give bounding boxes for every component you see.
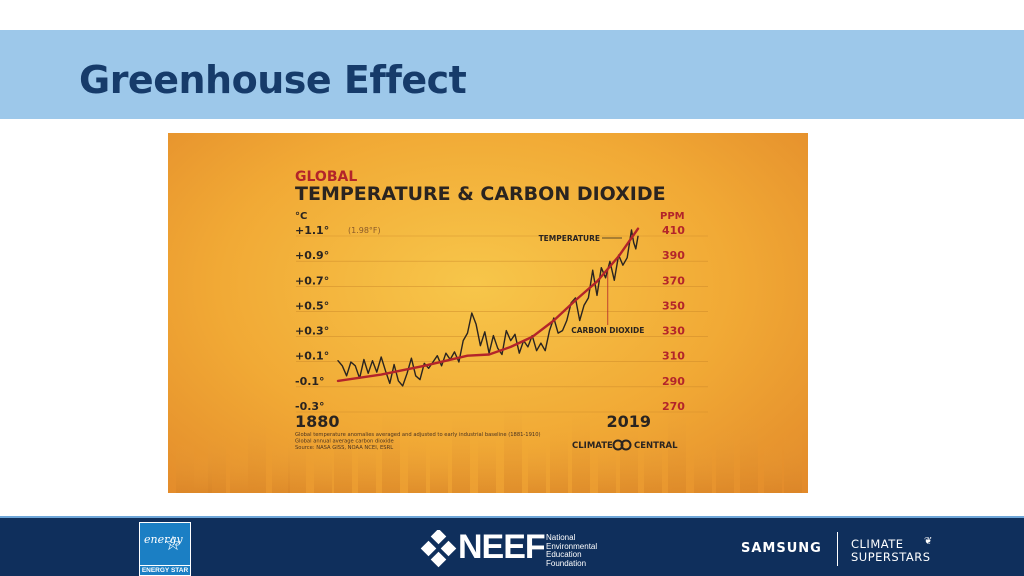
skyline-building (334, 425, 352, 493)
climate-superstars-line-2: SUPERSTARS (851, 550, 931, 564)
skyline-building (528, 443, 546, 493)
skyline-building (716, 429, 734, 493)
chart-note: Global temperature anomalies averaged an… (295, 432, 541, 438)
energy-star-script: energy (144, 533, 183, 546)
chart-note: Source: NASA GISS, NOAA NCEI, ESRL (295, 445, 393, 451)
skyline-building (176, 443, 194, 493)
skyline-building (452, 415, 470, 493)
brand-ring-icon (620, 439, 632, 451)
left-tick-label: +0.1° (295, 350, 329, 363)
temperature-series-label: TEMPERATURE (539, 234, 600, 243)
neef-sub-line: Environmental (546, 541, 598, 551)
chart-ticks: °C PPM +1.1° +0.9° +0.7° +0.5° +0.3° +0.1° -0.1°… (295, 211, 685, 413)
left-tick-label: -0.1° (295, 375, 325, 388)
leaf-icon: ❦ (924, 536, 933, 547)
left-axis-note: (1.98°F) (348, 226, 381, 235)
chart-subtitle: GLOBAL (295, 169, 357, 185)
skyline-silhouette (176, 403, 802, 493)
skyline-building (550, 429, 568, 493)
skyline-building (784, 433, 802, 493)
neef-sub-line: Education (546, 550, 582, 559)
footer-divider (837, 532, 838, 566)
skyline-building (620, 423, 638, 493)
skyline-building (208, 433, 226, 493)
skyline-building (740, 415, 758, 493)
skyline-building (572, 413, 590, 493)
neef-sub-line: Foundation (546, 558, 587, 568)
carbon-dioxide-line (336, 227, 640, 383)
slide-title: Greenhouse Effect (79, 58, 467, 102)
chart-svg: °C PPM +1.1° +0.9° +0.7° +0.5° +0.3° +0.1° -0.1°… (168, 133, 802, 493)
x-start-label: 1880 (295, 412, 340, 431)
skyline-building (644, 437, 662, 493)
right-axis-unit: PPM (660, 211, 685, 222)
climate-superstars-line-1: CLIMATE (851, 537, 904, 551)
skyline-building (668, 407, 686, 493)
left-tick-label: +1.1° (295, 224, 329, 237)
right-tick-label: 290 (662, 375, 685, 388)
right-tick-label: 270 (662, 400, 685, 413)
right-tick-label: 330 (662, 325, 685, 338)
chart-panel: °C PPM +1.1° +0.9° +0.7° +0.5° +0.3° +0.1° -0.1°… (168, 133, 808, 493)
footer-accent-line (0, 516, 1024, 519)
skyline-building (314, 453, 332, 493)
right-tick-label: 310 (662, 350, 685, 363)
skyline-building (194, 455, 212, 493)
skyline-building (430, 447, 448, 493)
brand-word-1: CLIMATE (572, 441, 613, 451)
skyline-building (504, 403, 522, 493)
skyline-building (382, 411, 400, 493)
chart-title: TEMPERATURE & CARBON DIOXIDE (295, 183, 666, 205)
energy-star-logo: energy ☆ ENERGY STAR (139, 522, 191, 576)
temperature-line (337, 229, 639, 387)
chart-note: Global annual average carbon dioxide (295, 439, 394, 445)
skyline-building (598, 447, 616, 493)
skyline-building (478, 435, 496, 493)
skyline-building (248, 418, 266, 493)
skyline-building (288, 437, 306, 493)
left-axis-unit: °C (295, 211, 307, 222)
title-band (0, 30, 1024, 119)
skyline-building (230, 451, 248, 493)
skyline-building (694, 443, 712, 493)
co2-series-label: CARBON DIOXIDE (571, 326, 644, 335)
skyline-building (358, 443, 376, 493)
skyline-building (408, 439, 426, 493)
chart-series (336, 227, 640, 387)
neef-logo-subtitle: National Environmental Education Foundat… (546, 533, 598, 568)
neef-logo-word: NEEF (458, 528, 546, 566)
skyline-building (764, 445, 782, 493)
samsung-logo: SAMSUNG (741, 541, 822, 556)
neef-diamond-icon (420, 530, 457, 568)
skyline-building (272, 445, 290, 493)
left-tick-label: +0.3° (295, 325, 329, 338)
brand-full: CLIMATE CENTRAL (168, 133, 178, 134)
right-tick-label: 410 (662, 224, 685, 237)
left-tick-label: +0.5° (295, 299, 329, 312)
left-tick-label: -0.3° (295, 400, 325, 413)
right-tick-label: 390 (662, 249, 685, 262)
star-icon: ☆ (164, 533, 182, 555)
right-tick-label: 370 (662, 274, 685, 287)
brand-word-2: CENTRAL (634, 441, 678, 451)
left-tick-label: +0.7° (295, 274, 329, 287)
x-end-label: 2019 (606, 412, 651, 431)
neef-sub-line: National (546, 533, 576, 542)
energy-star-label: ENERGY STAR (140, 565, 190, 574)
right-tick-label: 350 (662, 299, 685, 312)
chart-grid (296, 235, 708, 413)
left-tick-label: +0.9° (295, 249, 329, 262)
